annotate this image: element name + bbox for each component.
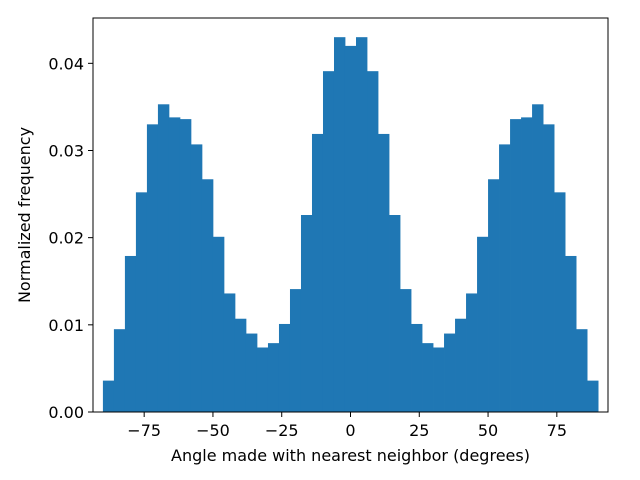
histogram-bar <box>554 192 566 412</box>
y-axis-label: Normalized frequency <box>15 127 34 303</box>
histogram-bar <box>477 236 489 412</box>
histogram-bar <box>444 333 456 412</box>
x-tick-label: 50 <box>478 421 498 440</box>
y-tick-label: 0.03 <box>48 141 84 160</box>
histogram-bar <box>333 37 346 412</box>
histogram-bar <box>124 255 137 412</box>
histogram-bar <box>322 71 335 412</box>
histogram-bar <box>455 318 467 412</box>
histogram-bar <box>521 117 533 413</box>
histogram-bar <box>510 119 522 412</box>
histogram-bar <box>367 71 379 412</box>
histogram-bar <box>223 293 236 412</box>
histogram-bar <box>344 45 357 413</box>
histogram-bar <box>400 289 412 412</box>
histogram-bar <box>411 323 423 412</box>
histogram-bar <box>245 333 258 412</box>
histogram-bar <box>311 133 324 412</box>
histogram-bar <box>102 380 115 412</box>
histogram-bar <box>532 104 544 413</box>
x-tick-label: 75 <box>547 421 567 440</box>
x-axis-label: Angle made with nearest neighbor (degree… <box>171 446 530 465</box>
histogram-bar <box>157 104 170 413</box>
histogram-bar <box>201 179 214 412</box>
histogram-bar <box>356 37 368 412</box>
histogram-bar <box>543 124 555 413</box>
histogram-bar <box>146 124 159 413</box>
histogram-bar <box>378 133 390 412</box>
x-tick-label: −75 <box>127 421 161 440</box>
histogram-bar <box>565 255 577 412</box>
y-tick-label: 0.00 <box>48 403 84 422</box>
histogram-bar <box>587 380 599 412</box>
histogram-bar <box>300 215 313 412</box>
x-tick-label: 25 <box>409 421 429 440</box>
histogram-bar <box>113 329 126 412</box>
histogram-bar <box>179 119 192 412</box>
y-tick-label: 0.01 <box>48 316 84 335</box>
histogram-bar <box>422 343 434 412</box>
histogram-bar <box>278 323 291 412</box>
y-tick-label: 0.04 <box>48 54 84 73</box>
histogram-bar <box>256 347 269 412</box>
bars-group <box>102 37 599 413</box>
histogram-bar <box>289 289 302 412</box>
histogram-bar <box>433 347 445 412</box>
histogram-bar <box>267 343 280 412</box>
x-axis-ticks: −75 −50 −25 0 25 50 75 <box>127 412 567 440</box>
histogram-bar <box>212 236 225 412</box>
histogram-bar <box>135 192 148 412</box>
histogram-bar <box>389 215 401 412</box>
histogram-bar <box>168 117 181 413</box>
y-axis-ticks: 0.00 0.01 0.02 0.03 0.04 <box>48 54 93 422</box>
x-tick-label: −25 <box>265 421 299 440</box>
x-tick-label: −50 <box>196 421 230 440</box>
y-tick-label: 0.02 <box>48 229 84 248</box>
histogram-bar <box>466 293 478 412</box>
histogram-bar <box>576 329 588 412</box>
histogram-bar <box>488 179 500 412</box>
x-tick-label: 0 <box>345 421 355 440</box>
histogram-bar <box>499 144 511 412</box>
histogram-bar <box>234 318 247 412</box>
histogram-bar <box>190 144 203 412</box>
